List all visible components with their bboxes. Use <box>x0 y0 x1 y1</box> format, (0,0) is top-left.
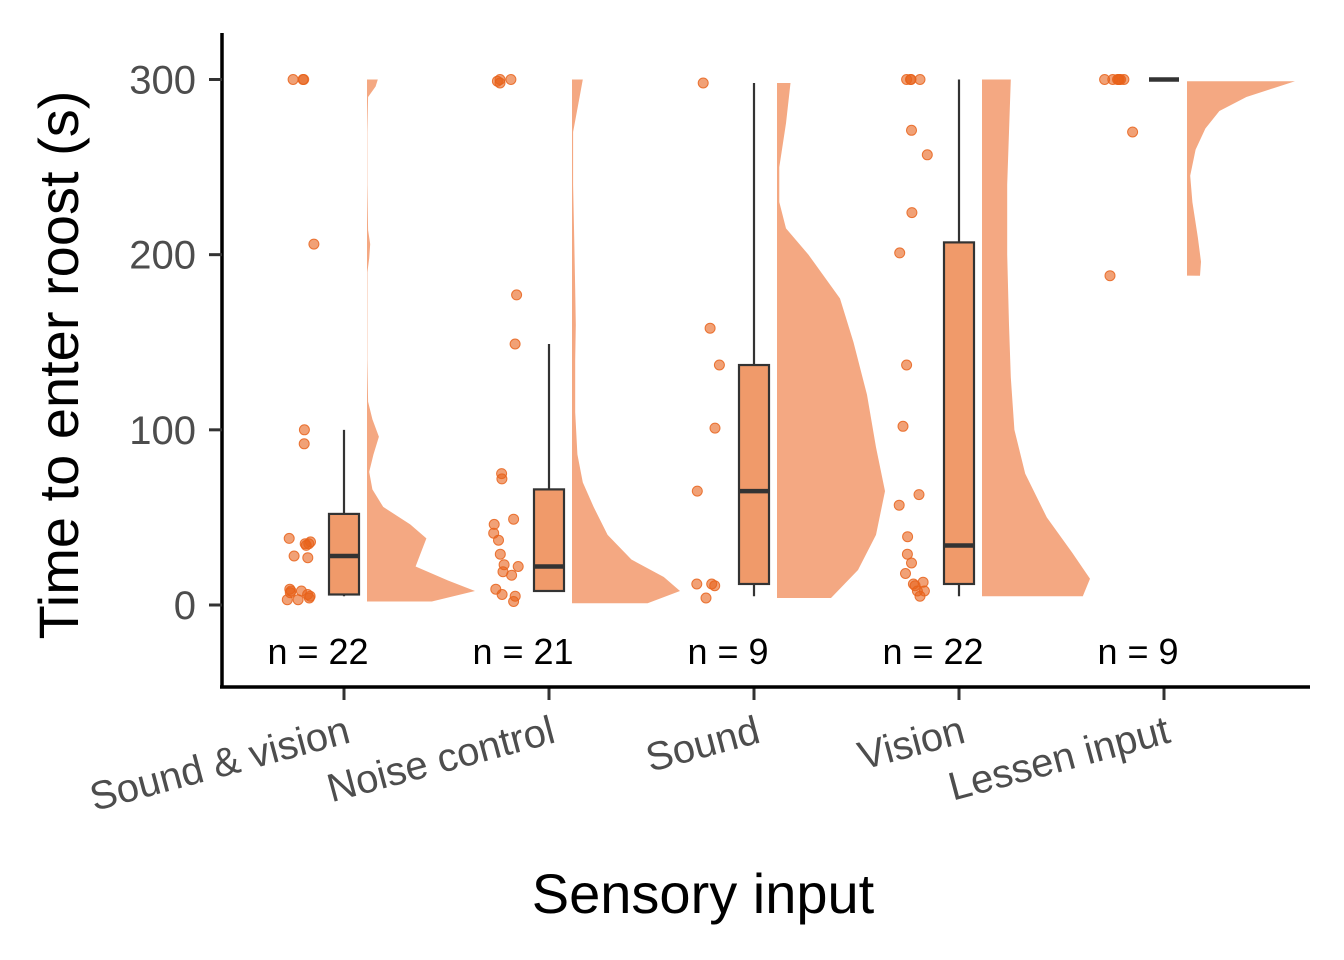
data-point <box>508 513 520 525</box>
n-label: n = 22 <box>267 631 368 672</box>
density-cloud <box>982 79 1090 597</box>
data-point <box>297 74 309 85</box>
data-point <box>302 552 314 564</box>
n-label: n = 21 <box>472 631 573 672</box>
group-2: n = 9 <box>687 77 885 672</box>
data-point <box>511 289 523 301</box>
data-point <box>713 359 725 371</box>
n-label: n = 9 <box>687 631 768 672</box>
data-point <box>292 594 304 606</box>
data-point <box>281 594 293 606</box>
plot-area: n = 22 n = 21 n = 9 n = 22 n = 9 <box>267 74 1295 672</box>
data-point <box>287 74 299 85</box>
data-point <box>902 531 914 543</box>
data-point <box>298 424 310 436</box>
density-cloud <box>367 79 475 602</box>
data-point <box>298 438 310 450</box>
data-point <box>508 596 520 607</box>
y-tick-label: 100 <box>129 409 196 453</box>
box-iqr <box>737 363 771 586</box>
data-point <box>914 590 926 602</box>
data-point <box>700 592 712 604</box>
group-0: n = 22 <box>267 74 475 672</box>
data-point <box>900 568 911 579</box>
data-point <box>897 420 909 432</box>
data-point <box>906 207 918 219</box>
data-point <box>300 539 312 551</box>
n-label: n = 9 <box>1097 631 1178 672</box>
box-iqr <box>942 241 976 586</box>
data-point <box>283 532 295 544</box>
x-axis-title: Sensory input <box>532 862 875 925</box>
y-axis-title: Time to enter roost (s) <box>27 91 90 640</box>
data-point <box>921 149 933 161</box>
group-1: n = 21 <box>472 74 680 672</box>
data-point <box>506 569 518 581</box>
data-point <box>704 322 716 334</box>
data-point <box>691 485 703 497</box>
data-point <box>494 77 506 89</box>
data-point <box>906 557 917 569</box>
data-point <box>496 473 508 485</box>
data-point <box>1113 74 1125 85</box>
density-cloud <box>1187 81 1295 276</box>
data-point <box>496 589 508 600</box>
data-point <box>697 77 709 89</box>
data-point <box>894 247 906 259</box>
data-point <box>709 422 721 434</box>
data-point <box>913 489 925 501</box>
data-point <box>288 550 300 562</box>
data-point <box>308 238 320 250</box>
data-point <box>906 124 917 136</box>
group-4: n = 9 <box>1097 74 1295 672</box>
data-point <box>893 499 905 511</box>
x-tick-label: Noise control <box>322 708 559 811</box>
y-tick-label: 0 <box>174 584 196 628</box>
data-point <box>493 534 504 546</box>
data-point <box>691 578 703 590</box>
density-cloud <box>777 82 885 598</box>
data-point <box>901 548 913 560</box>
y-tick-label: 200 <box>129 234 196 278</box>
x-tick-label: Sound <box>641 708 764 780</box>
density-cloud <box>572 79 680 604</box>
n-label: n = 22 <box>882 631 983 672</box>
y-tick-label: 300 <box>129 58 196 102</box>
data-point <box>905 74 917 85</box>
x-tick-label: Lessen input <box>944 708 1175 809</box>
x-tick-label: Sound & vision <box>85 708 354 820</box>
data-point <box>1104 270 1116 282</box>
data-point <box>512 561 524 572</box>
data-point <box>901 359 913 371</box>
data-point <box>1127 126 1139 138</box>
data-point <box>494 548 506 560</box>
data-point <box>709 580 721 592</box>
data-point <box>303 592 315 604</box>
data-point <box>505 74 517 85</box>
group-3: n = 22 <box>882 74 1090 672</box>
data-point <box>509 338 521 350</box>
box-iqr <box>532 488 566 593</box>
